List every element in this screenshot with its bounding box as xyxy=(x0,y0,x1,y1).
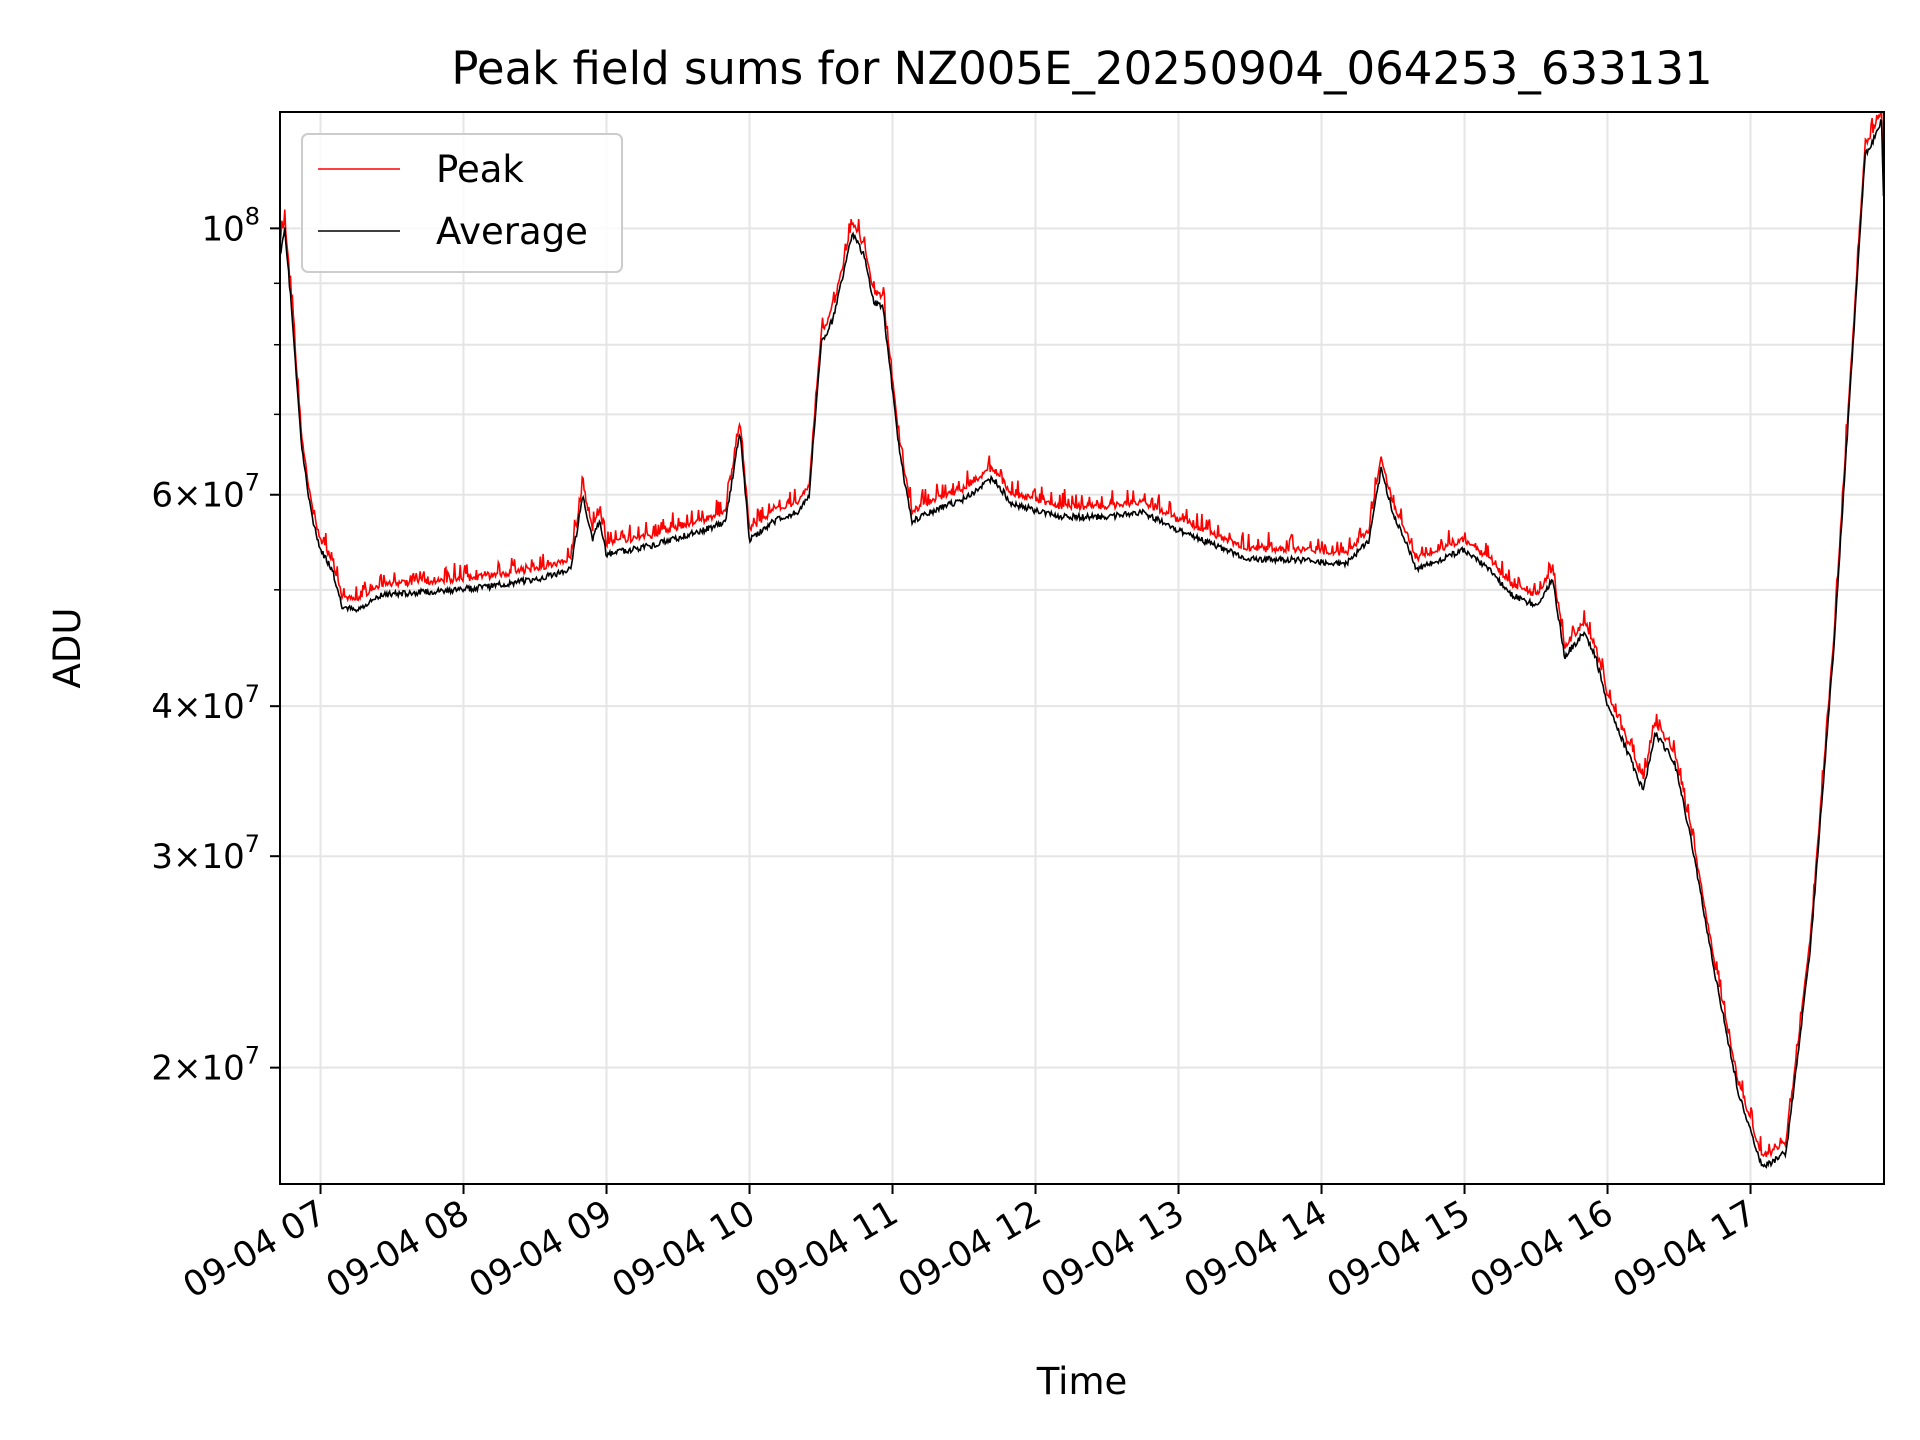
y-tick-label: 6×107 xyxy=(151,469,260,516)
y-axis-label: ADU xyxy=(46,608,89,689)
peak-series-line xyxy=(279,111,1885,1159)
legend-peak-label: Peak xyxy=(436,148,524,191)
y-tick-label: 2×107 xyxy=(151,1042,260,1089)
y-tick-label: 3×107 xyxy=(151,830,260,877)
series-layer xyxy=(279,111,1885,1169)
plot-frame xyxy=(279,111,1885,1185)
average-series-line xyxy=(279,118,1885,1169)
y-tick-label: 108 xyxy=(201,202,260,249)
x-axis-label: Time xyxy=(1036,1360,1128,1403)
y-tick-label: 4×107 xyxy=(151,680,260,727)
legend: Peak Average xyxy=(301,133,623,273)
y-axis: 2×107 3×107 4×107 6×107 108 xyxy=(151,202,280,1089)
chart-title: Peak field sums for NZ005E_20250904_0642… xyxy=(451,42,1712,95)
grid xyxy=(280,112,1884,1184)
legend-average-label: Average xyxy=(436,210,588,253)
